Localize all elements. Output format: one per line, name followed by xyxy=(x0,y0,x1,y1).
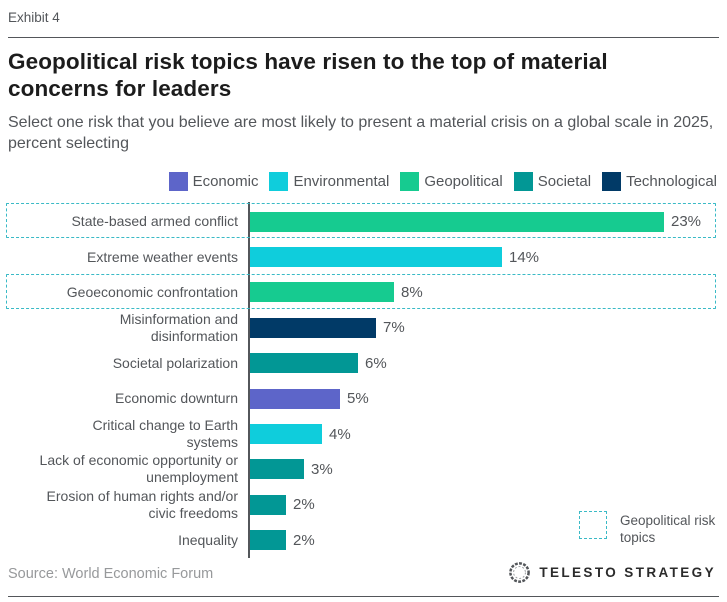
legend-item-geopolitical: Geopolitical xyxy=(400,172,503,191)
legend-item-economic: Economic xyxy=(168,172,259,191)
category-label: State-based armed conflict xyxy=(38,204,238,239)
value-label: 23% xyxy=(671,213,702,231)
page-subtitle: Select one risk that you believe are mos… xyxy=(8,114,714,153)
category-label-text: Societal polarization xyxy=(112,354,238,371)
legend-label: Geopolitical xyxy=(424,173,503,190)
bar xyxy=(250,282,394,303)
legend-label: Technological xyxy=(626,173,717,190)
value-label: 2% xyxy=(293,496,315,514)
highlight-box xyxy=(6,203,716,239)
category-label-text: Misinformation and disinformation xyxy=(119,310,238,344)
category-label: Geoeconomic confrontation xyxy=(38,275,238,310)
y-axis-line xyxy=(248,202,250,558)
value-label: 5% xyxy=(347,390,369,408)
bar-wrap: 7% xyxy=(250,310,405,345)
category-label: Extreme weather events xyxy=(38,239,238,274)
bar-wrap: 23% xyxy=(250,204,701,239)
legend-swatch-societal xyxy=(513,172,533,191)
legend-swatch-technological xyxy=(602,172,622,191)
category-label-text: Economic downturn xyxy=(115,390,238,407)
category-legend: Economic Environmental Geopolitical Societa… xyxy=(168,172,717,191)
bar-wrap: 8% xyxy=(250,275,423,310)
bar-chart: State-based armed conflict 23% Extreme wea… xyxy=(0,202,727,559)
value-label: 8% xyxy=(401,283,423,301)
value-label: 4% xyxy=(329,425,351,443)
category-label-text: Lack of economic opportunity or unemploy… xyxy=(39,452,238,486)
bar-row: Geoeconomic confrontation 8% xyxy=(0,275,727,310)
value-label: 3% xyxy=(311,460,333,478)
legend-swatch-geopolitical xyxy=(400,172,420,191)
legend-swatch-economic xyxy=(168,172,188,191)
bar-row: Misinformation and disinformation 7% xyxy=(0,310,727,345)
bar xyxy=(250,388,340,409)
highlight-box xyxy=(6,274,716,309)
exhibit-label: Exhibit 4 xyxy=(8,10,60,25)
dashed-box-swatch xyxy=(579,511,607,539)
source-note: Source: World Economic Forum xyxy=(8,566,214,582)
legend-item-environmental: Environmental xyxy=(269,172,389,191)
bar xyxy=(250,247,502,268)
category-label: Lack of economic opportunity or unemploy… xyxy=(38,452,238,487)
category-label: Economic downturn xyxy=(38,381,238,416)
category-label-text: State-based armed conflict xyxy=(71,213,238,230)
category-label: Societal polarization xyxy=(38,346,238,381)
legend-item-technological: Technological xyxy=(602,172,717,191)
value-label: 6% xyxy=(365,354,387,372)
legend-swatch-environmental xyxy=(269,172,289,191)
category-label: Misinformation and disinformation xyxy=(38,310,238,345)
category-label-text: Inequality xyxy=(178,531,238,548)
bar xyxy=(250,353,358,374)
logo-ring-icon xyxy=(509,562,531,583)
bar-wrap: 3% xyxy=(250,452,333,487)
bar-row: Societal polarization 6% xyxy=(0,346,727,381)
bar-row: Economic downturn 5% xyxy=(0,381,727,416)
bar-row: Lack of economic opportunity or unemploy… xyxy=(0,452,727,487)
bottom-divider xyxy=(8,596,719,597)
highlight-legend: Geopolitical risk topics xyxy=(579,511,725,547)
category-label-text: Erosion of human rights and/or civic fre… xyxy=(46,487,238,521)
value-label: 7% xyxy=(383,319,405,337)
bar-wrap: 4% xyxy=(250,416,351,451)
bar-wrap: 2% xyxy=(250,487,315,522)
page-title: Geopolitical risk topics have risen to t… xyxy=(8,49,608,102)
highlight-legend-label: Geopolitical risk topics xyxy=(620,513,716,545)
category-label: Inequality xyxy=(38,523,238,558)
logo-text: TELESTO STRATEGY xyxy=(539,565,716,580)
category-label: Critical change to Earth systems xyxy=(38,416,238,451)
category-label-text: Geoeconomic confrontation xyxy=(66,283,238,300)
telesto-strategy-logo: TELESTO STRATEGY xyxy=(508,561,716,584)
legend-label: Environmental xyxy=(293,173,390,190)
category-label: Erosion of human rights and/or civic fre… xyxy=(38,487,238,522)
bar-wrap: 5% xyxy=(250,381,369,416)
category-label-text: Critical change to Earth systems xyxy=(92,417,238,451)
bar-row: Inequality 2% xyxy=(0,523,727,558)
bar xyxy=(250,317,376,338)
bar xyxy=(250,424,322,445)
bar xyxy=(250,494,286,515)
legend-item-societal: Societal xyxy=(513,172,592,191)
top-divider xyxy=(8,37,719,38)
bar xyxy=(250,459,304,480)
legend-label: Societal xyxy=(537,173,592,190)
value-label: 14% xyxy=(509,248,540,266)
bar xyxy=(250,530,286,551)
bar-row: Extreme weather events 14% xyxy=(0,239,727,274)
value-label: 2% xyxy=(293,531,315,549)
bar-row: State-based armed conflict 23% xyxy=(0,204,727,239)
bar-row: Erosion of human rights and/or civic fre… xyxy=(0,487,727,522)
bar-wrap: 2% xyxy=(250,523,315,558)
bar xyxy=(250,211,664,232)
bar-wrap: 6% xyxy=(250,346,387,381)
bar-wrap: 14% xyxy=(250,239,539,274)
category-label-text: Extreme weather events xyxy=(87,248,238,265)
bar-row: Critical change to Earth systems 4% xyxy=(0,416,727,451)
legend-label: Economic xyxy=(192,173,259,190)
